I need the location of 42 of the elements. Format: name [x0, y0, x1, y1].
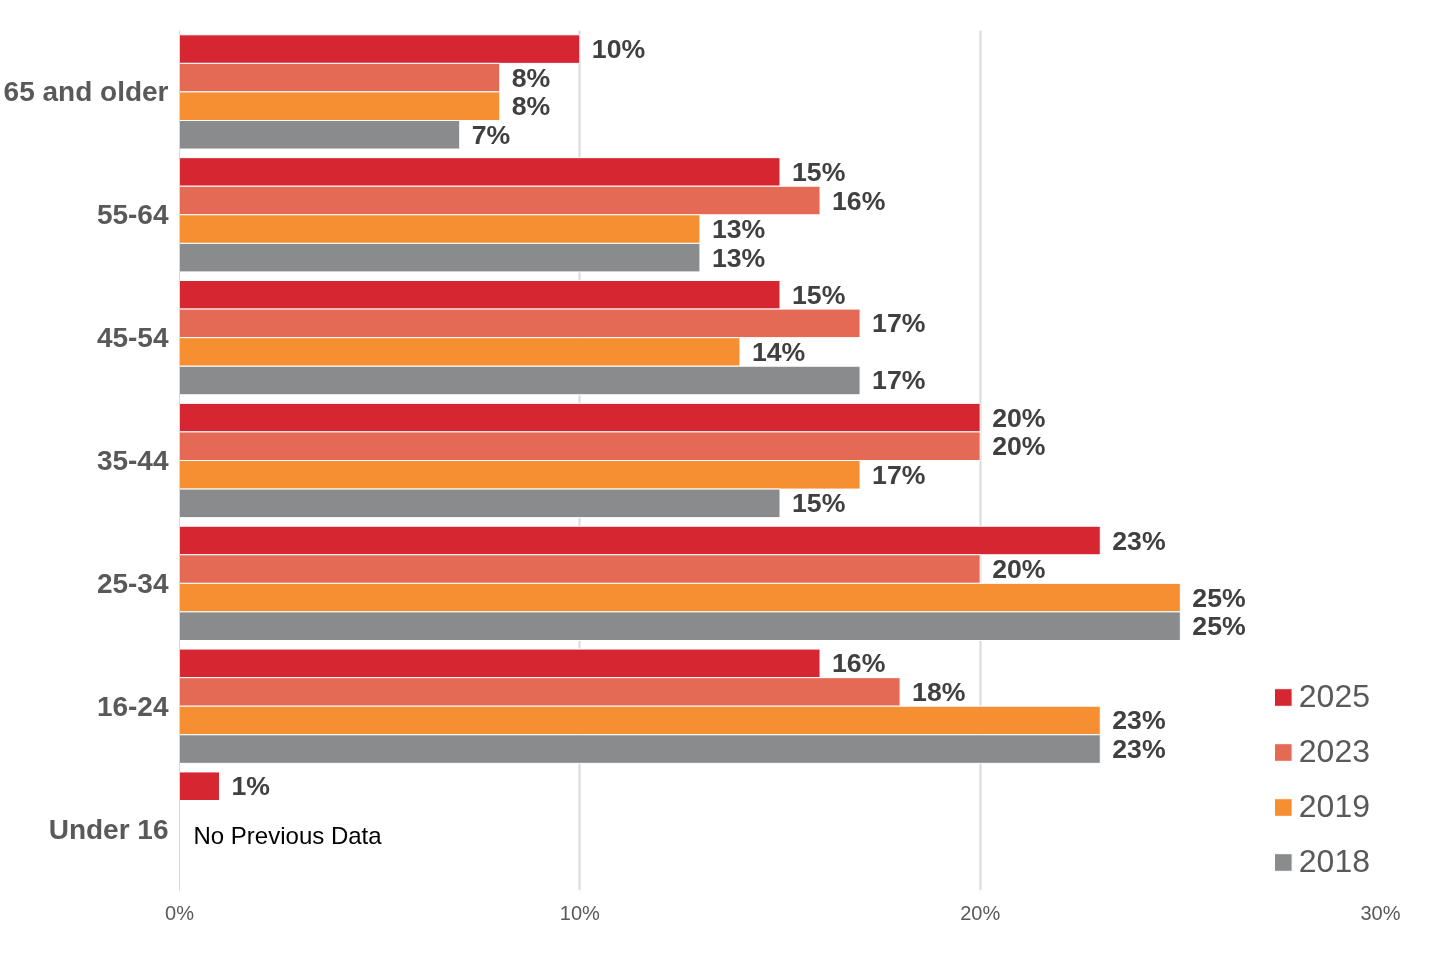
- data-label: 16%: [832, 185, 886, 216]
- data-label: 15%: [792, 279, 846, 310]
- data-label: 20%: [992, 554, 1046, 585]
- data-label: 23%: [1112, 705, 1166, 736]
- x-tick-label: 20%: [960, 901, 1001, 924]
- data-label: 18%: [912, 676, 966, 707]
- data-label: 1%: [231, 771, 271, 802]
- y-tick-label: 65 and older: [3, 76, 169, 108]
- data-label: 8%: [511, 91, 551, 122]
- y-tick-label: 16-24: [96, 690, 169, 722]
- x-tick-label: 10%: [559, 901, 601, 924]
- data-label: 13%: [711, 214, 766, 245]
- legend-label: 2019: [1298, 788, 1370, 825]
- x-tick-label: 30%: [1360, 901, 1401, 924]
- data-label: 23%: [1112, 525, 1166, 556]
- data-label: 17%: [872, 308, 926, 339]
- data-label: 20%: [992, 402, 1046, 433]
- data-label: 15%: [792, 488, 846, 519]
- data-label: 7%: [471, 119, 511, 150]
- data-label: 14%: [751, 336, 806, 367]
- y-tick-label: 25-34: [96, 567, 169, 599]
- data-label: 17%: [872, 365, 926, 396]
- data-label: 20%: [992, 431, 1046, 462]
- legend-label: 2018: [1298, 843, 1370, 880]
- data-label: 16%: [832, 648, 886, 679]
- y-tick-label: 35-44: [96, 445, 169, 476]
- data-label: 23%: [1112, 734, 1166, 765]
- data-label: 25%: [1192, 582, 1246, 613]
- x-tick-label: 0%: [165, 901, 195, 924]
- data-label: 10%: [591, 34, 646, 65]
- y-tick-label: Under 16: [48, 813, 169, 845]
- y-tick-label: 45-54: [96, 322, 169, 354]
- data-label: 8%: [511, 62, 551, 93]
- data-label: 13%: [711, 242, 766, 273]
- data-label: 17%: [872, 459, 926, 490]
- data-label: 15%: [792, 156, 846, 187]
- legend-label: 2023: [1298, 733, 1370, 770]
- bar: [179, 771, 221, 802]
- data-label: 25%: [1192, 611, 1246, 642]
- annotation: No Previous Data: [193, 821, 383, 849]
- legend-label: 2025: [1298, 678, 1370, 715]
- y-tick-label: 55-64: [96, 199, 169, 231]
